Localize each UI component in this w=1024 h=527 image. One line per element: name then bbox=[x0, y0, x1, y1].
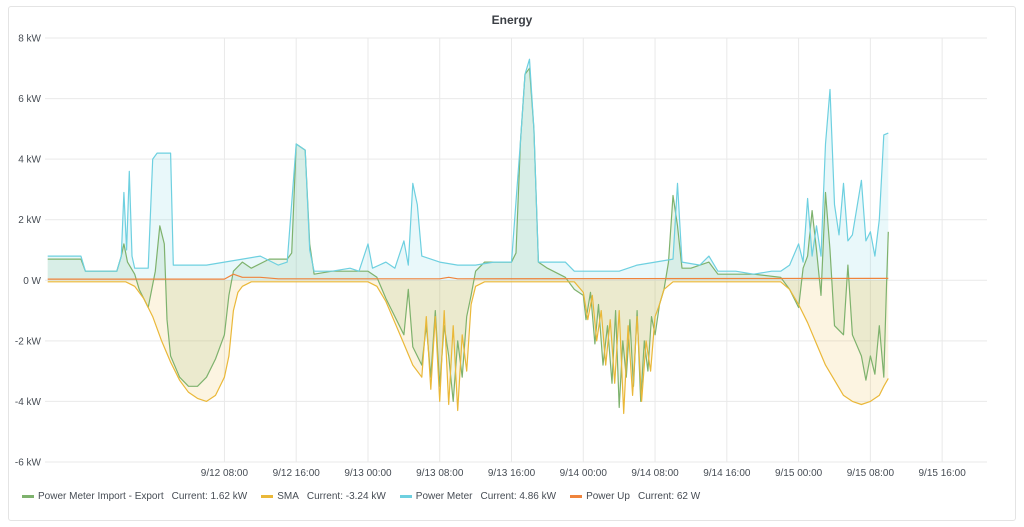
panel-title[interactable]: Energy bbox=[491, 13, 533, 27]
series-lines bbox=[47, 58, 889, 415]
x-axis: 9/12 08:00 9/12 16:00 9/13 00:00 9/13 08:00… bbox=[201, 468, 966, 479]
legend-current-value: Current: 62 W bbox=[637, 490, 701, 502]
series-line-2[interactable] bbox=[47, 58, 889, 275]
legend-current-value: Current: 1.62 kW bbox=[171, 490, 248, 502]
y-tick-label: 0 W bbox=[23, 276, 41, 287]
grid bbox=[45, 37, 987, 463]
legend-item[interactable]: Power Up Current: 62 W bbox=[570, 491, 700, 502]
y-tick-label: -4 kW bbox=[15, 397, 42, 408]
chart-legend: Power Meter Import - Export Current: 1.62… bbox=[22, 489, 700, 503]
legend-swatch bbox=[22, 494, 34, 498]
series-line-3[interactable] bbox=[47, 273, 889, 280]
x-tick-label: 9/12 16:00 bbox=[273, 468, 321, 479]
x-tick-label: 9/14 08:00 bbox=[631, 468, 679, 479]
series-line-0[interactable] bbox=[47, 67, 889, 409]
legend-series-name: Power Meter bbox=[415, 490, 473, 502]
legend-swatch bbox=[261, 494, 274, 498]
y-tick-label: 4 kW bbox=[18, 155, 41, 166]
y-axis: 8 kW 6 kW 4 kW 2 kW 0 W -2 kW -4 kW -6 kW bbox=[15, 34, 42, 469]
x-tick-label: 9/13 16:00 bbox=[488, 468, 536, 479]
legend-item[interactable]: Power Meter Import - Export Current: 1.62… bbox=[22, 491, 247, 502]
legend-swatch bbox=[570, 494, 583, 498]
y-tick-label: -2 kW bbox=[15, 336, 42, 347]
legend-series-name: SMA bbox=[277, 490, 299, 502]
x-tick-label: 9/14 00:00 bbox=[560, 468, 608, 479]
y-tick-label: 8 kW bbox=[18, 34, 41, 45]
legend-series-name: Power Meter Import - Export bbox=[38, 490, 164, 502]
x-tick-label: 9/13 00:00 bbox=[344, 468, 392, 479]
legend-item[interactable]: SMA Current: -3.24 kW bbox=[261, 491, 386, 502]
x-tick-label: 9/13 08:00 bbox=[416, 468, 464, 479]
x-tick-label: 9/12 08:00 bbox=[201, 468, 249, 479]
x-tick-label: 9/15 08:00 bbox=[847, 468, 895, 479]
legend-item[interactable]: Power Meter Current: 4.86 kW bbox=[399, 490, 557, 502]
y-tick-label: -6 kW bbox=[15, 458, 42, 469]
x-tick-label: 9/15 00:00 bbox=[775, 468, 823, 479]
x-tick-label: 9/15 16:00 bbox=[919, 468, 967, 479]
y-tick-label: 6 kW bbox=[18, 94, 41, 105]
legend-series-name: Power Up bbox=[586, 490, 630, 502]
legend-current-value: Current: 4.86 kW bbox=[480, 490, 557, 502]
series-area-2 bbox=[47, 59, 889, 281]
legend-current-value: Current: -3.24 kW bbox=[306, 490, 386, 502]
y-tick-label: 2 kW bbox=[18, 215, 41, 226]
x-tick-label: 9/14 16:00 bbox=[703, 468, 751, 479]
series-line-1[interactable] bbox=[47, 281, 889, 415]
legend-swatch bbox=[399, 494, 412, 498]
